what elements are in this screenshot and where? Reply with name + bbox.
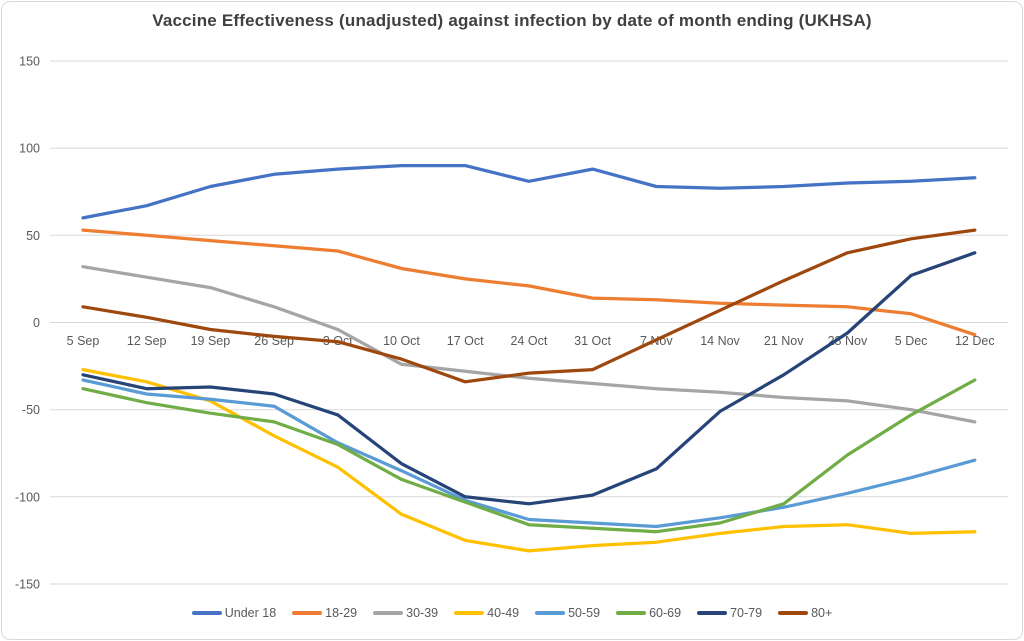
legend-swatch-80 xyxy=(778,611,809,615)
legend-label-70-79: 70-79 xyxy=(730,606,763,620)
legend-label-30-39: 30-39 xyxy=(406,606,439,620)
legend-label-40-49: 40-49 xyxy=(487,606,520,620)
y-axis-tick-label-150: 150 xyxy=(19,55,40,69)
series-line-30-39[interactable] xyxy=(81,265,977,424)
legend-item-80[interactable]: 80+ xyxy=(778,606,832,620)
y-axis-tick-label--100: -100 xyxy=(15,490,40,504)
legend-swatch-18-29 xyxy=(292,611,323,615)
legend-label-50-59: 50-59 xyxy=(568,606,601,620)
legend-item-70-79[interactable]: 70-79 xyxy=(697,606,762,620)
legend-swatch-30-39 xyxy=(373,611,404,615)
x-axis-tick-label-24-oct: 24 Oct xyxy=(510,334,547,348)
series-line-80[interactable] xyxy=(81,228,977,384)
y-axis-tick-label--50: -50 xyxy=(22,403,40,417)
legend-swatch-40-49 xyxy=(454,611,485,615)
legend-swatch-under-18 xyxy=(191,611,222,615)
x-axis-tick-label-17-oct: 17 Oct xyxy=(447,334,484,348)
x-axis-tick-label-21-nov: 21 Nov xyxy=(764,334,804,348)
series-line-18-29[interactable] xyxy=(81,228,977,337)
legend-label-18-29: 18-29 xyxy=(325,606,358,620)
y-axis-tick-label-50: 50 xyxy=(26,229,40,243)
series-line-under-18[interactable] xyxy=(81,163,977,220)
chart-legend: Under 18 18-29 30-39 40-49 50-59 60-69 70-79 80… xyxy=(0,606,1024,620)
x-axis-tick-label-19-sep: 19 Sep xyxy=(191,334,231,348)
y-axis-tick-label--150: -150 xyxy=(15,578,40,592)
x-axis-tick-label-12-sep: 12 Sep xyxy=(127,334,167,348)
y-axis-tick-label-0: 0 xyxy=(33,316,40,330)
legend-item-under-18[interactable]: Under 18 xyxy=(191,606,277,620)
series-line-50-59[interactable] xyxy=(81,378,977,529)
chart-title: Vaccine Effectiveness (unadjusted) again… xyxy=(152,11,872,30)
legend-item-40-49[interactable]: 40-49 xyxy=(454,606,519,620)
legend-swatch-60-69 xyxy=(616,611,647,615)
series-line-60-69[interactable] xyxy=(81,378,977,534)
x-axis-tick-label-5-dec: 5 Dec xyxy=(895,334,928,348)
series-line-70-79[interactable] xyxy=(81,251,977,506)
legend-item-60-69[interactable]: 60-69 xyxy=(616,606,681,620)
legend-swatch-50-59 xyxy=(535,611,566,615)
legend-item-50-59[interactable]: 50-59 xyxy=(535,606,600,620)
legend-label-under-18: Under 18 xyxy=(224,606,277,620)
y-axis-tick-label-100: 100 xyxy=(19,142,40,156)
x-axis-tick-label-14-nov: 14 Nov xyxy=(700,334,740,348)
series-line-40-49[interactable] xyxy=(81,367,977,553)
x-axis-tick-label-5-sep: 5 Sep xyxy=(67,334,100,348)
legend-swatch-70-79 xyxy=(697,611,728,615)
x-axis-tick-label-10-oct: 10 Oct xyxy=(383,334,420,348)
legend-item-30-39[interactable]: 30-39 xyxy=(373,606,438,620)
legend-label-60-69: 60-69 xyxy=(649,606,682,620)
legend-item-18-29[interactable]: 18-29 xyxy=(292,606,357,620)
x-axis-tick-label-12-dec: 12 Dec xyxy=(955,334,995,348)
x-axis-tick-label-31-oct: 31 Oct xyxy=(574,334,611,348)
legend-label-80: 80+ xyxy=(811,606,833,620)
